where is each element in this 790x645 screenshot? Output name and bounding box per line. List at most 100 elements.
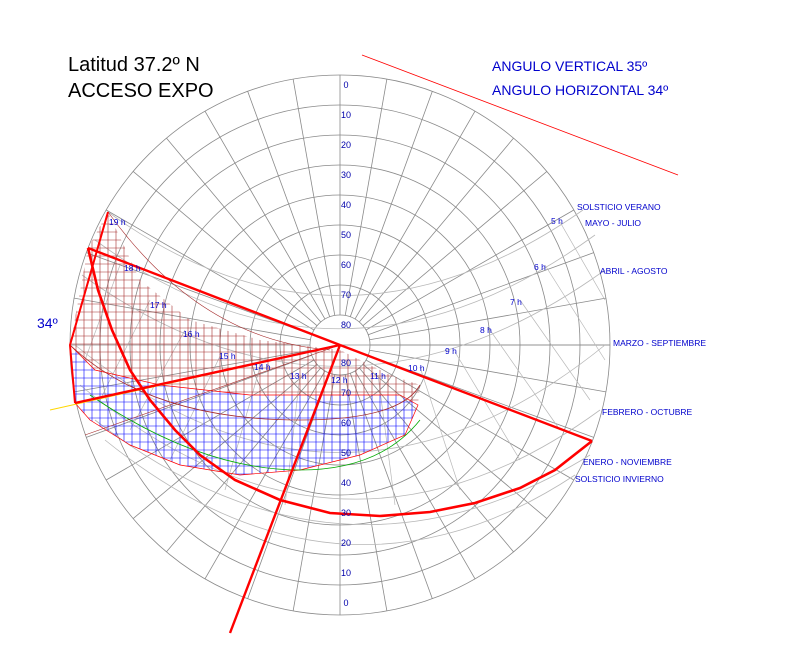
- hour-label: 5 h: [551, 216, 563, 226]
- month-label: FEBRERO - OCTUBRE: [602, 407, 693, 417]
- month-label: ABRIL - AGOSTO: [600, 266, 668, 276]
- hour-label: 7 h: [510, 297, 522, 307]
- vertical-mask-outline: [69, 344, 419, 476]
- horizontal-angle-label: ANGULO HORIZONTAL 34º: [492, 82, 669, 98]
- azimuth-line: [132, 171, 318, 327]
- hour-line-11: [377, 374, 396, 506]
- altitude-label: 70: [341, 388, 351, 398]
- azimuth-line: [368, 252, 594, 336]
- altitude-label: 60: [341, 418, 351, 428]
- altitude-label: 0: [343, 598, 348, 608]
- hour-line-5: [559, 221, 606, 301]
- hour-label: 15 h: [219, 351, 236, 361]
- altitude-label: 10: [341, 110, 351, 120]
- azimuth-line: [365, 359, 575, 481]
- azimuth-line: [362, 171, 548, 327]
- month-label: SOLSTICIO INVIERNO: [575, 474, 664, 484]
- sun-path-summer-solstice: [107, 209, 584, 296]
- hour-label: 19 h: [109, 217, 126, 227]
- horizontal-angle-marker: 34º: [37, 315, 58, 331]
- hour-label: 17 h: [150, 300, 167, 310]
- vertical-angle-label: ANGULO VERTICAL 35º: [492, 58, 648, 74]
- hour-label: 10 h: [408, 363, 425, 373]
- obstruction-lines: [68, 54, 679, 634]
- azimuth-line: [358, 137, 514, 323]
- altitude-label: 80: [341, 320, 351, 330]
- azimuth-line: [86, 354, 312, 438]
- sun-path-winter-solstice: [104, 439, 576, 546]
- altitude-label: 0: [343, 80, 348, 90]
- altitude-label: 10: [341, 568, 351, 578]
- azimuth-line: [204, 370, 326, 580]
- azimuth-line: [354, 110, 476, 320]
- hour-label: 9 h: [445, 346, 457, 356]
- altitude-label: 50: [341, 230, 351, 240]
- azimuth-line: [132, 363, 318, 519]
- azimuth-line: [74, 349, 311, 393]
- azimuth-line: [74, 297, 311, 341]
- month-label: MAYO - JULIO: [585, 218, 641, 228]
- horizontal-mask-arc-3: [84, 344, 341, 436]
- hour-line-6: [544, 264, 606, 361]
- azimuth-line: [166, 367, 322, 553]
- azimuth-line: [204, 110, 326, 320]
- hour-line-18: [84, 264, 121, 361]
- hour-line-9: [454, 351, 521, 461]
- site-title: ACCESO EXPO: [68, 80, 214, 102]
- azimuth-line: [166, 137, 322, 323]
- red-mask-curve: [86, 247, 593, 518]
- sun-path-january-november: [94, 419, 591, 526]
- red-line-s: [228, 344, 342, 634]
- azimuth-line: [369, 349, 606, 393]
- red-line-se: [339, 343, 593, 443]
- azimuth-line: [105, 359, 315, 481]
- hour-label: 11 h: [370, 371, 386, 381]
- horizontal-mask-arc: [69, 344, 421, 421]
- month-label: ENERO - NOVIEMBRE: [583, 457, 672, 467]
- altitude-label: 50: [341, 448, 351, 458]
- hour-line-10: [419, 366, 461, 491]
- hour-label: 18 h: [124, 263, 141, 273]
- altitude-label: 70: [341, 290, 351, 300]
- hour-line-8: [489, 329, 561, 431]
- azimuth-line: [247, 91, 331, 317]
- hour-label: 13 h: [290, 371, 307, 381]
- hour-label: 14 h: [254, 362, 271, 372]
- altitude-label: 30: [341, 170, 351, 180]
- winter-arc-outline: [89, 394, 421, 471]
- month-label: MARZO - SEPTIEMBRE: [613, 338, 706, 348]
- altitude-label: 20: [341, 538, 351, 548]
- red-line-nw: [87, 246, 341, 347]
- month-labels: SOLSTICIO VERANO MAYO - JULIO ABRIL - AGOS…: [575, 202, 706, 484]
- azimuth-line: [354, 370, 476, 580]
- hour-line-17: [99, 299, 151, 401]
- azimuth-line: [105, 209, 315, 331]
- horizontal-mask-arc-2: [107, 211, 331, 351]
- altitude-labels: 0 10 20 30 40 50 60 70 80 80 70 60 50 40 30 20 10 0: [341, 80, 351, 608]
- azimuth-line: [362, 363, 548, 519]
- red-line-top: [361, 54, 679, 176]
- hour-line-7: [519, 299, 591, 401]
- mask-outlines: [69, 211, 421, 476]
- hour-line-14: [224, 366, 261, 491]
- altitude-label: 80: [341, 358, 351, 368]
- hour-line-16: [129, 329, 186, 431]
- azimuth-line: [358, 367, 514, 553]
- altitude-label: 60: [341, 260, 351, 270]
- month-label: SOLSTICIO VERANO: [577, 202, 661, 212]
- red-line-w: [74, 343, 341, 405]
- sun-path-february-october: [79, 384, 601, 500]
- sun-path-may-july: [94, 234, 596, 330]
- altitude-label: 30: [341, 508, 351, 518]
- azimuth-line: [292, 79, 336, 316]
- hour-label: 12 h: [331, 375, 348, 385]
- latitude-title: Latitud 37.2º N: [68, 54, 200, 76]
- altitude-label: 40: [341, 478, 351, 488]
- red-mask-left-edge: [68, 211, 109, 404]
- azimuth-line: [292, 374, 336, 611]
- azimuth-line: [365, 209, 575, 331]
- hour-label: 16 h: [183, 329, 200, 339]
- hour-labels: 19 h 18 h 17 h 16 h 15 h 14 h 13 h 12 h 11 h 10 h…: [109, 216, 563, 385]
